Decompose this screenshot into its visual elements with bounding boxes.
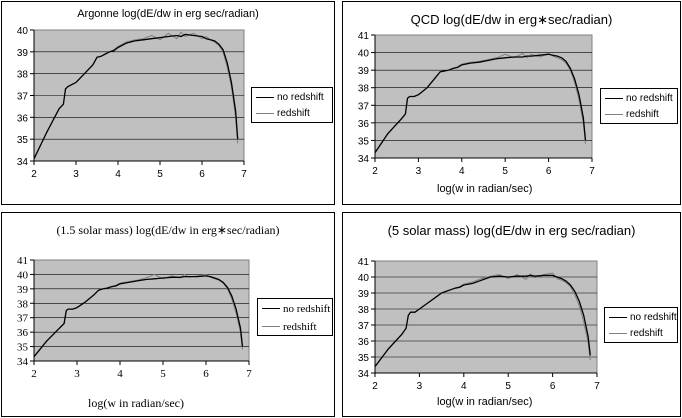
y-tick-label: 41 bbox=[358, 257, 370, 268]
x-tick-label: 2 bbox=[31, 368, 37, 380]
y-tick-label: 34 bbox=[17, 157, 29, 168]
legend-swatch-redshift bbox=[262, 326, 280, 327]
chart-x-axis-label: log(w in radian/sec) bbox=[88, 396, 184, 410]
plot-area bbox=[374, 34, 593, 159]
chart-panel-argonne: 34 35 36 37 38 39 40 2 3 4 5 6 7 Argonne log(dE/dw i… bbox=[1, 1, 335, 205]
chart-panel-qcd: 34 35 36 37 38 39 40 41 2 3 4 5 6 7 QCD log(dE/dw in … bbox=[342, 1, 681, 205]
chart-panel-5-solar-mass: 34 35 36 37 38 39 40 41 2 3 4 5 6 7 (5 solar mass) lo… bbox=[342, 212, 681, 417]
x-tick-label: 6 bbox=[546, 166, 552, 177]
x-tick-label: 4 bbox=[461, 381, 467, 392]
y-tick-label: 34 bbox=[17, 356, 29, 368]
x-tick-label: 4 bbox=[459, 166, 465, 177]
y-tick-label: 37 bbox=[358, 321, 370, 332]
y-tick-label: 40 bbox=[17, 26, 29, 37]
chart-x-axis-label: log(w in radian/sec) bbox=[437, 183, 533, 195]
x-tick-label: 3 bbox=[416, 166, 422, 177]
y-tick-label: 38 bbox=[358, 84, 370, 95]
chart-legend: no redshift redshift bbox=[257, 298, 333, 336]
chart-title: (5 solar mass) log(dE/dw in erg sec/radi… bbox=[387, 223, 636, 238]
legend-swatch-redshift bbox=[605, 114, 623, 115]
legend-label-redshift: redshift bbox=[630, 328, 663, 339]
series-line-no-redshift bbox=[33, 275, 244, 358]
y-tick-label: 36 bbox=[358, 337, 370, 348]
legend-swatch-no-redshift bbox=[262, 308, 280, 309]
series-line-no-redshift bbox=[374, 53, 587, 154]
y-tick-label: 38 bbox=[17, 298, 29, 310]
x-tick-label: 5 bbox=[157, 169, 163, 180]
chart-legend: no redshift redshift bbox=[604, 307, 678, 343]
y-tick-label: 36 bbox=[358, 119, 370, 130]
legend-label-redshift: redshift bbox=[277, 108, 310, 119]
legend-swatch-no-redshift bbox=[609, 317, 627, 318]
y-tick-label: 39 bbox=[358, 289, 370, 300]
chart-x-axis-label: log(w in radian/sec) bbox=[437, 396, 533, 408]
y-tick-label: 37 bbox=[17, 92, 29, 103]
x-tick-label: 2 bbox=[372, 166, 378, 177]
x-tick-label: 3 bbox=[73, 169, 79, 180]
x-tick-label: 6 bbox=[550, 381, 556, 392]
x-tick-label: 4 bbox=[117, 368, 123, 380]
legend-label-no-redshift: no redshift bbox=[277, 92, 324, 103]
legend-label-no-redshift: no redshift bbox=[626, 93, 673, 104]
y-tick-label: 35 bbox=[17, 135, 29, 146]
legend-label-no-redshift: no redshift bbox=[283, 303, 331, 315]
x-tick-label: 2 bbox=[31, 169, 37, 180]
y-tick-label: 34 bbox=[358, 154, 370, 165]
x-tick-label: 6 bbox=[199, 169, 205, 180]
chart-title: (1.5 solar mass) log(dE/dw in erg∗sec/ra… bbox=[56, 223, 280, 237]
y-tick-label: 39 bbox=[358, 66, 370, 77]
legend-label-redshift: redshift bbox=[283, 321, 317, 333]
y-tick-label: 35 bbox=[358, 136, 370, 147]
x-tick-label: 7 bbox=[589, 166, 595, 177]
y-tick-label: 35 bbox=[358, 353, 370, 364]
y-tick-label: 39 bbox=[17, 284, 29, 296]
x-tick-label: 7 bbox=[594, 381, 600, 392]
chart-title: Argonne log(dE/dw in erg sec/radian) bbox=[77, 8, 259, 20]
series-line-no-redshift bbox=[33, 33, 239, 160]
y-tick-label: 40 bbox=[358, 273, 370, 284]
legend-swatch-redshift bbox=[609, 333, 627, 334]
x-tick-label: 7 bbox=[246, 368, 252, 380]
legend-label-redshift: redshift bbox=[626, 109, 659, 120]
y-tick-label: 39 bbox=[17, 48, 29, 59]
y-tick-label: 37 bbox=[358, 101, 370, 112]
legend-label-no-redshift: no redshift bbox=[630, 312, 677, 323]
y-tick-label: 34 bbox=[358, 369, 370, 380]
x-tick-label: 3 bbox=[74, 368, 80, 380]
x-tick-label: 3 bbox=[417, 381, 423, 392]
chart-legend: no redshift redshift bbox=[251, 87, 333, 123]
y-tick-label: 36 bbox=[17, 113, 29, 124]
y-tick-label: 40 bbox=[358, 49, 370, 60]
y-tick-label: 40 bbox=[17, 269, 29, 281]
legend-swatch-redshift bbox=[256, 113, 274, 114]
legend-swatch-no-redshift bbox=[605, 98, 623, 99]
series-line-no-redshift bbox=[374, 274, 591, 367]
x-tick-label: 5 bbox=[505, 381, 511, 392]
y-tick-label: 37 bbox=[17, 313, 29, 325]
y-tick-label: 41 bbox=[17, 255, 28, 267]
y-tick-label: 35 bbox=[17, 342, 29, 354]
y-tick-label: 38 bbox=[17, 70, 29, 81]
y-tick-label: 38 bbox=[358, 305, 370, 316]
y-tick-label: 41 bbox=[358, 31, 370, 42]
legend-swatch-no-redshift bbox=[256, 97, 274, 98]
x-tick-label: 5 bbox=[160, 368, 166, 380]
x-tick-label: 5 bbox=[502, 166, 508, 177]
x-tick-label: 7 bbox=[241, 169, 247, 180]
plot-area bbox=[33, 259, 250, 362]
chart-legend: no redshift redshift bbox=[600, 88, 678, 124]
x-tick-label: 6 bbox=[203, 368, 209, 380]
chart-panel-1-5-solar-mass: 34 35 36 37 38 39 40 41 2 3 4 5 6 7 (1.5 solar mass) … bbox=[1, 212, 335, 417]
chart-title: QCD log(dE/dw in erg∗sec/radian) bbox=[410, 12, 613, 27]
y-tick-label: 36 bbox=[17, 327, 29, 339]
x-tick-label: 2 bbox=[372, 381, 378, 392]
x-tick-label: 4 bbox=[115, 169, 121, 180]
